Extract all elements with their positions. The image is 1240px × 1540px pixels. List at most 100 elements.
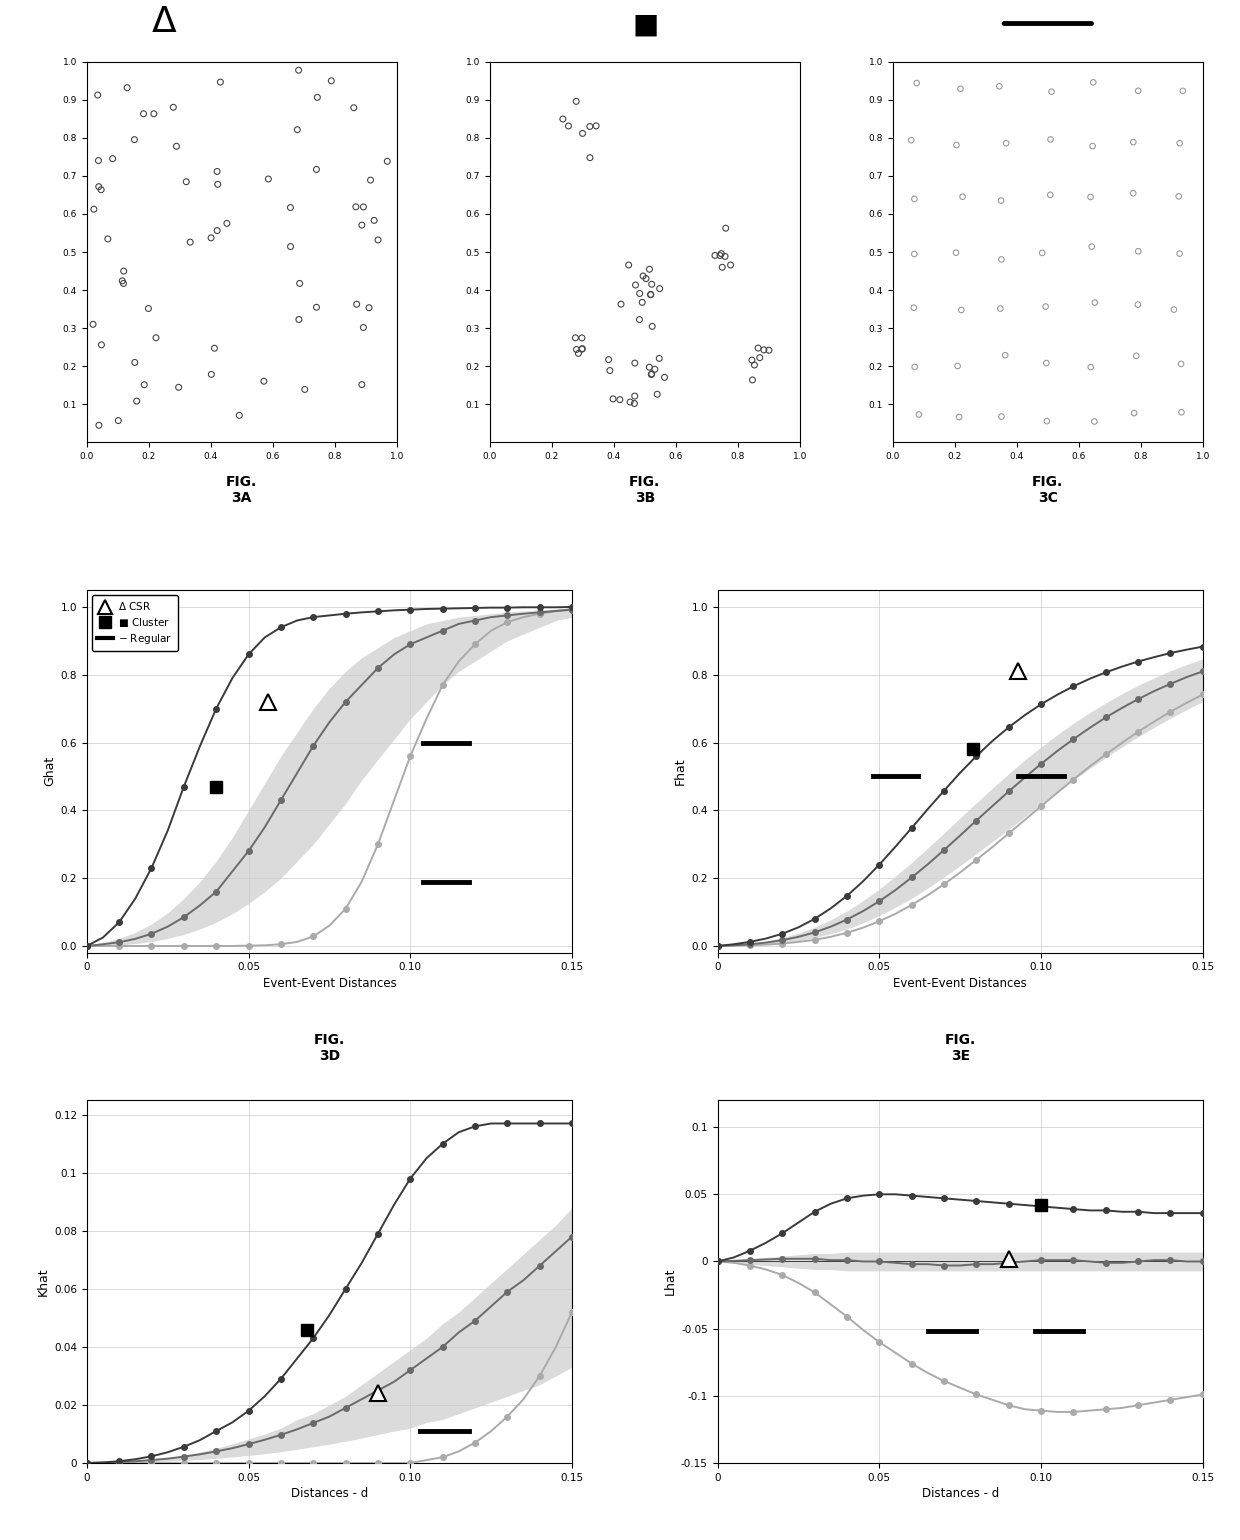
Point (1128, 293, 1148, 317)
Point (641, 282, 661, 306)
Point (124, 128, 144, 152)
Point (114, 259, 134, 283)
Point (754, 337, 774, 362)
Point (1085, 290, 1105, 314)
Point (166, 134, 186, 159)
Point (645, 357, 665, 382)
Point (946, 132, 966, 157)
Point (1040, 183, 1060, 208)
Point (377, 149, 397, 174)
Point (711, 243, 730, 268)
Y-axis label: Ghat: Ghat (43, 756, 56, 787)
Point (1081, 234, 1101, 259)
Point (290, 271, 310, 296)
Point (88, 83, 108, 108)
Point (368, 228, 388, 253)
Point (306, 157, 326, 182)
Point (1128, 79, 1148, 103)
Point (88, 148, 108, 172)
Point (632, 290, 652, 314)
Point (211, 69, 231, 94)
Point (98, 226, 118, 251)
Point (750, 345, 770, 370)
Point (295, 377, 315, 402)
Point (176, 169, 196, 194)
Point (992, 246, 1012, 271)
Point (146, 325, 166, 350)
Point (991, 296, 1011, 320)
Point (308, 85, 327, 109)
Point (565, 325, 585, 350)
Point (103, 146, 123, 171)
Point (641, 362, 661, 387)
Point (1033, 240, 1053, 265)
Y-axis label: Khat: Khat (37, 1267, 50, 1297)
Point (573, 336, 593, 360)
Point (164, 95, 184, 120)
Point (655, 365, 675, 390)
Point (715, 243, 735, 268)
Point (321, 68, 341, 92)
Point (1042, 80, 1061, 105)
Point (712, 242, 732, 266)
Point (306, 296, 326, 320)
Point (600, 359, 620, 383)
Point (904, 296, 924, 320)
Point (217, 211, 237, 236)
Point (901, 128, 921, 152)
X-axis label: Distances - d: Distances - d (921, 1488, 998, 1500)
Point (947, 354, 967, 379)
Point (84, 197, 104, 222)
Point (572, 337, 591, 362)
Point (83, 313, 103, 337)
Point (201, 362, 221, 387)
Point (706, 243, 725, 268)
Point (1084, 69, 1104, 94)
Point (568, 340, 588, 365)
Point (990, 74, 1009, 99)
Point (1126, 343, 1146, 368)
Point (647, 382, 667, 407)
Point (626, 273, 646, 297)
Point (636, 266, 656, 291)
Point (1171, 351, 1190, 376)
Point (630, 308, 650, 333)
Point (353, 194, 373, 219)
Text: FIG.
3D: FIG. 3D (314, 1032, 345, 1063)
Point (207, 219, 227, 243)
Point (89, 413, 109, 437)
Point (347, 293, 367, 317)
Point (1169, 183, 1189, 208)
Point (952, 185, 972, 209)
Point (126, 388, 146, 413)
Point (1081, 354, 1101, 379)
Point (1172, 400, 1192, 425)
Point (630, 282, 650, 306)
Point (634, 263, 653, 288)
Point (641, 282, 661, 306)
Text: $\Delta$: $\Delta$ (151, 5, 177, 38)
Point (144, 102, 164, 126)
Point (744, 353, 764, 377)
Point (113, 268, 133, 293)
Point (650, 276, 670, 300)
Point (587, 114, 606, 139)
Point (352, 213, 372, 237)
Point (603, 387, 622, 411)
Point (625, 351, 645, 376)
Point (1128, 239, 1148, 263)
Point (361, 168, 381, 192)
Point (114, 271, 134, 296)
Point (748, 336, 768, 360)
X-axis label: Event-Event Distances: Event-Event Distances (893, 976, 1027, 990)
Point (580, 145, 600, 169)
Point (991, 188, 1011, 213)
Point (611, 293, 631, 317)
Point (289, 306, 309, 331)
Point (640, 354, 660, 379)
Point (620, 390, 640, 414)
Point (558, 114, 578, 139)
Point (567, 337, 587, 362)
Point (1164, 297, 1184, 322)
Point (1085, 410, 1105, 434)
